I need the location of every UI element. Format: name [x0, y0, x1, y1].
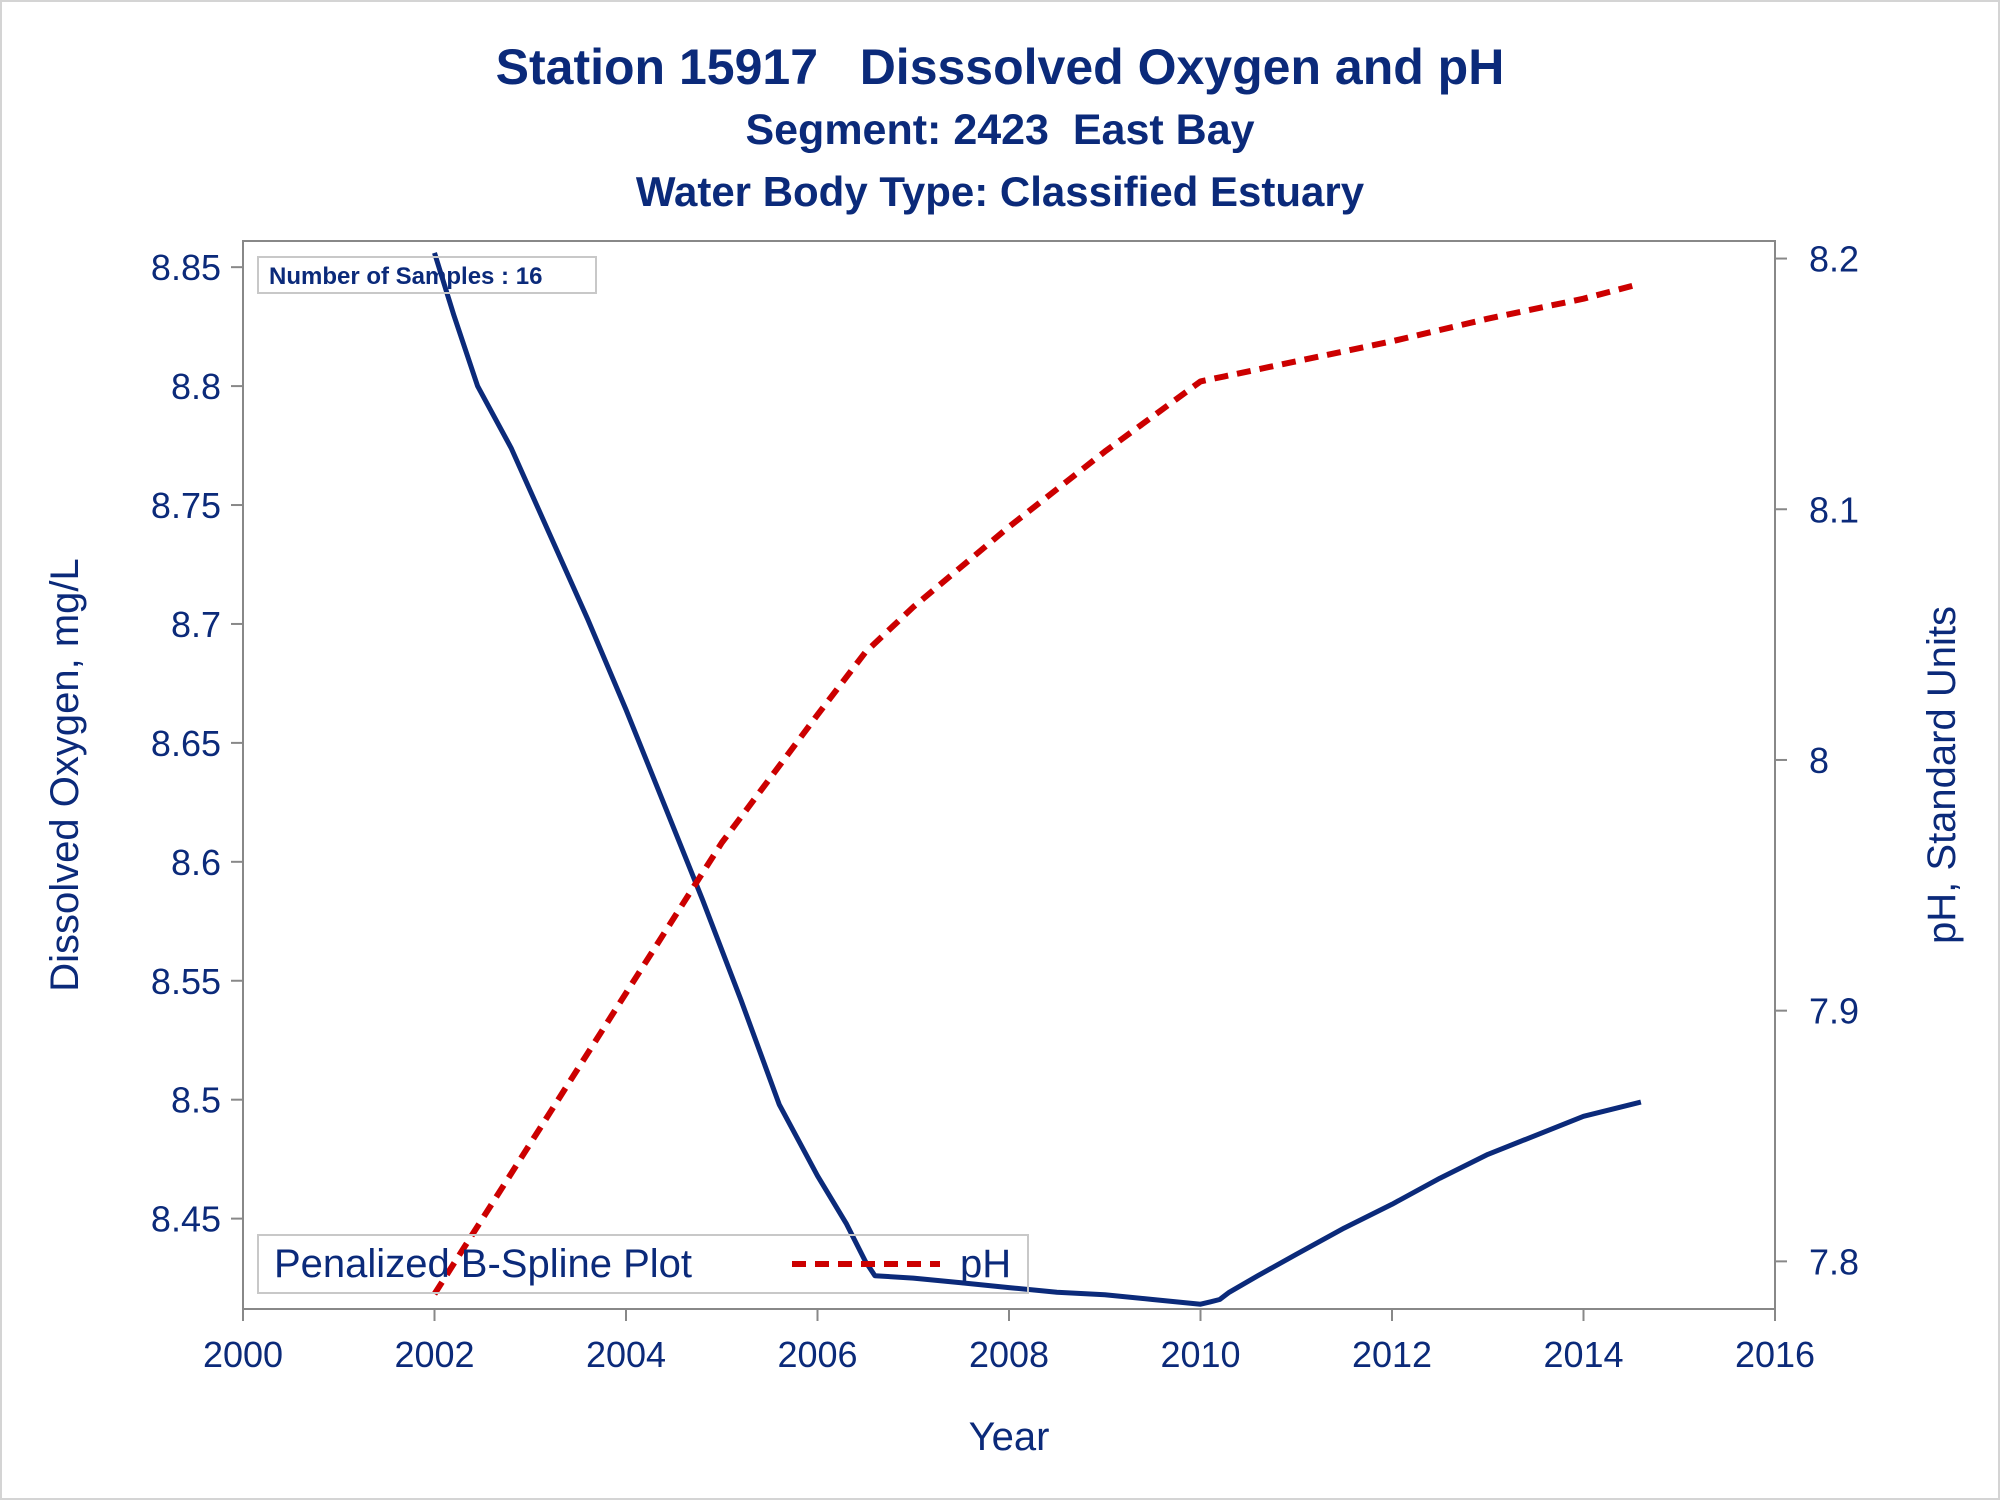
x-tick-label: 2002 — [394, 1334, 474, 1375]
samples-inset-box — [257, 256, 597, 294]
x-tick-label: 2012 — [1352, 1334, 1432, 1375]
y-left-tick-label: 8.7 — [171, 604, 221, 645]
x-tick-label: 2016 — [1735, 1334, 1815, 1375]
legend-entry-penalized-b-spline: Penalized B-Spline Plot — [274, 1242, 692, 1286]
y-left-tick-label: 8.45 — [151, 1199, 221, 1240]
x-axis: 2000 2002 2004 2006 2008 2010 2012 2014 2016 — [203, 1309, 1815, 1375]
y-right-tick-label: 7.8 — [1809, 1241, 1859, 1282]
y-left-tick-label: 8.75 — [151, 485, 221, 526]
y-axis-left-title: Dissolved Oxygen, mg/L — [43, 558, 87, 992]
y-left-tick-label: 8.6 — [171, 842, 221, 883]
y-right-tick-label: 8 — [1809, 740, 1829, 781]
x-axis-title: Year — [969, 1415, 1050, 1459]
dissolved-oxygen-series-line — [432, 252, 1642, 1307]
legend: Penalized B-Spline Plot pH — [257, 1234, 1029, 1294]
legend-entry-ph: pH — [960, 1242, 1011, 1286]
y-axis-left: 8.45 8.5 8.55 8.6 8.65 8.7 8.75 8.8 8.85 — [151, 247, 243, 1240]
x-tick-label: 2014 — [1543, 1334, 1623, 1375]
y-left-tick-label: 8.5 — [171, 1080, 221, 1121]
series-layer — [431, 252, 1642, 1307]
plot-area — [242, 240, 1776, 1310]
y-right-tick-label: 7.9 — [1809, 991, 1859, 1032]
samples-inset-label: Number of Samples : 16 — [269, 263, 542, 290]
y-axis-right-title: pH, Standard Units — [1920, 606, 1964, 944]
y-right-tick-label: 8.1 — [1809, 489, 1859, 530]
chart-subtitle-segment: Segment: 2423 East Bay — [745, 106, 1255, 154]
chart-subtitle-water-body: Water Body Type: Classified Estuary — [635, 168, 1365, 215]
x-tick-label: 2006 — [777, 1334, 857, 1375]
ph-series-line — [431, 280, 1642, 1296]
y-right-tick-label: 8.2 — [1809, 239, 1859, 280]
y-left-tick-label: 8.65 — [151, 723, 221, 764]
x-tick-label: 2010 — [1160, 1334, 1240, 1375]
y-left-tick-label: 8.55 — [151, 961, 221, 1002]
x-tick-label: 2008 — [969, 1334, 1049, 1375]
legend-box — [257, 1234, 1029, 1294]
y-axis-right: 7.8 7.9 8 8.1 8.2 — [1775, 239, 1859, 1282]
chart-title: Station 15917 Disssolved Oxygen and pH — [495, 39, 1505, 95]
samples-inset: Number of Samples : 16 — [257, 256, 597, 294]
y-left-tick-label: 8.85 — [151, 247, 221, 288]
y-left-tick-label: 8.8 — [171, 366, 221, 407]
x-tick-label: 2004 — [586, 1334, 666, 1375]
x-tick-label: 2000 — [203, 1334, 283, 1375]
